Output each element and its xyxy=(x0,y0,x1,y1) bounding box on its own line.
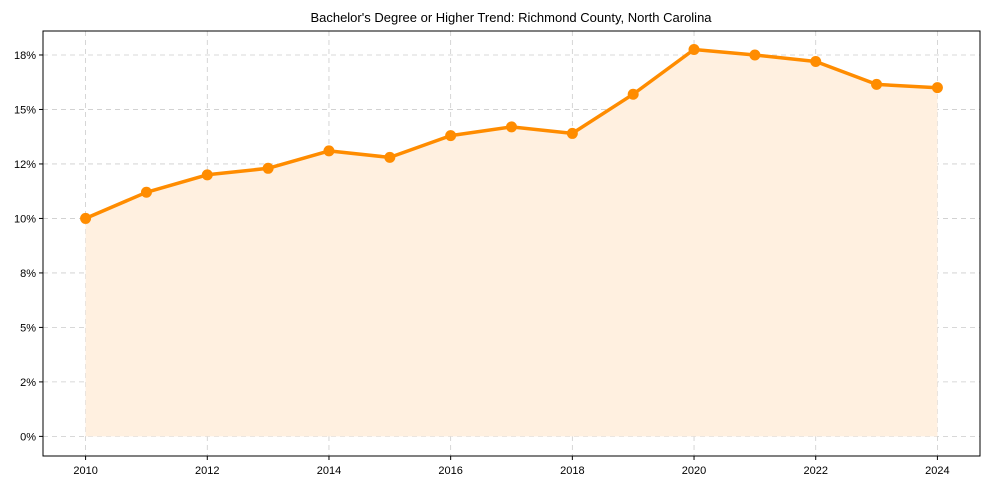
data-point xyxy=(201,169,213,181)
data-point xyxy=(810,56,822,68)
y-tick-label: 10% xyxy=(14,213,36,225)
data-point xyxy=(80,212,92,224)
data-point xyxy=(627,88,639,100)
y-tick-label: 12% xyxy=(14,159,36,171)
y-tick-label: 0% xyxy=(20,431,36,443)
x-tick-label: 2024 xyxy=(925,465,949,477)
data-points xyxy=(80,44,943,224)
y-axis: 0% 2% 5% 8% 10% 12% 15% 18% xyxy=(14,50,43,443)
y-tick-label: 18% xyxy=(14,50,36,62)
data-point xyxy=(931,82,943,94)
plot-frame xyxy=(42,30,981,457)
area-fill xyxy=(85,49,938,437)
data-point xyxy=(749,49,761,61)
x-tick-label: 2020 xyxy=(682,465,706,477)
data-point xyxy=(445,130,457,142)
chart-title: Bachelor's Degree or Higher Trend: Richm… xyxy=(310,10,712,25)
data-point xyxy=(506,121,517,133)
data-point xyxy=(688,44,700,56)
data-point xyxy=(871,78,883,90)
data-point xyxy=(262,162,274,174)
data-point xyxy=(566,127,578,139)
data-point xyxy=(323,145,335,157)
x-tick-label: 2018 xyxy=(560,465,584,477)
x-tick-label: 2022 xyxy=(803,465,827,477)
y-tick-label: 15% xyxy=(14,104,36,116)
data-point xyxy=(384,151,396,163)
y-tick-label: 5% xyxy=(20,322,36,334)
x-tick-label: 2014 xyxy=(317,465,341,477)
x-tick-label: 2012 xyxy=(195,465,219,477)
x-tick-label: 2010 xyxy=(73,465,97,477)
x-tick-label: 2016 xyxy=(438,465,462,477)
data-point xyxy=(140,186,152,198)
y-tick-label: 2% xyxy=(20,377,36,389)
y-tick-label: 8% xyxy=(20,268,36,280)
x-axis: 2010 2012 2014 2016 2018 2020 2022 2024 xyxy=(73,456,950,477)
